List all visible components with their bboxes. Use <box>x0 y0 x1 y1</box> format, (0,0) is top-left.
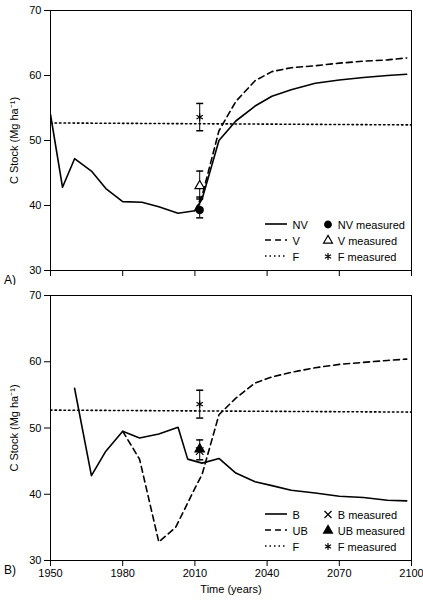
html-text:F measured: F measured <box>337 541 397 553</box>
html-text:UB: UB <box>292 525 308 537</box>
svg-text:2040: 2040 <box>255 567 279 579</box>
html-text:A): A) <box>4 273 16 287</box>
svg-text:Time (years): Time (years) <box>200 583 261 595</box>
svg-text:1980: 1980 <box>110 567 134 579</box>
html-text:F: F <box>292 541 300 553</box>
html-text:B measured: B measured <box>337 509 397 521</box>
svg-text:40: 40 <box>29 199 41 211</box>
html-text:B): B) <box>4 563 16 577</box>
html-text:NV measured: NV measured <box>337 219 405 231</box>
html-text:F measured: F measured <box>337 251 397 263</box>
html-text:NV: NV <box>292 219 308 231</box>
svg-text:60: 60 <box>29 69 41 81</box>
svg-text:2100: 2100 <box>399 567 423 579</box>
svg-text:70: 70 <box>29 289 41 301</box>
html-text:UB measured: UB measured <box>337 525 405 537</box>
svg-text:C Stock (Mg ha⁻¹): C Stock (Mg ha⁻¹) <box>8 97 20 184</box>
svg-text:2070: 2070 <box>327 567 351 579</box>
svg-text:1950: 1950 <box>38 567 62 579</box>
svg-text:40: 40 <box>29 488 41 500</box>
svg-text:50: 50 <box>29 134 41 146</box>
svg-text:60: 60 <box>29 355 41 367</box>
svg-text:70: 70 <box>29 4 41 16</box>
svg-text:50: 50 <box>29 422 41 434</box>
svg-text:30: 30 <box>29 554 41 566</box>
html-text:F: F <box>292 251 300 263</box>
html-text:V measured: V measured <box>337 235 397 247</box>
html-text:B: B <box>292 509 300 521</box>
html-text:V: V <box>292 235 300 247</box>
svg-text:C Stock (Mg ha⁻¹): C Stock (Mg ha⁻¹) <box>8 384 20 471</box>
svg-text:2010: 2010 <box>183 567 207 579</box>
svg-text:30: 30 <box>29 264 41 276</box>
